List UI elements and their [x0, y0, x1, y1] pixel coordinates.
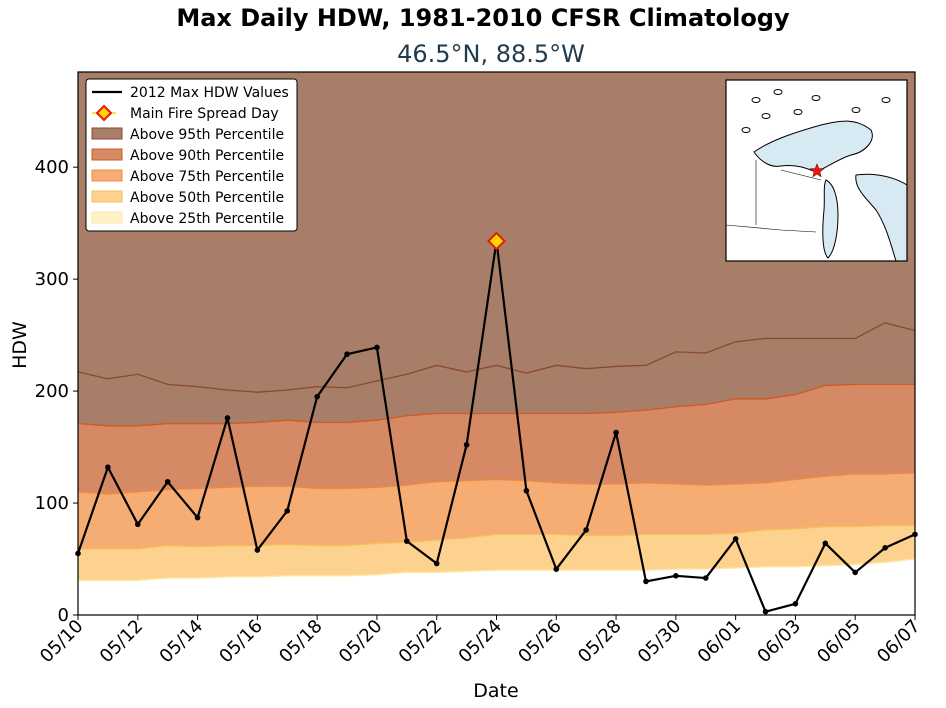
- series-point-06-02: [762, 608, 769, 615]
- inset-state-border: [726, 224, 817, 233]
- legend-swatch-above-75th-percentile: [91, 169, 123, 182]
- series-point-05-27: [583, 527, 589, 533]
- x-tick-label-05-26: 05/26: [514, 616, 566, 668]
- band-above-25th-percentile-edge: [78, 558, 916, 581]
- series-point-05-17: [284, 508, 291, 514]
- series-point-05-13: [164, 478, 171, 485]
- series-point-05-28: [613, 429, 619, 436]
- series-point-06-03: [792, 601, 799, 607]
- x-tick-label-05-18: 05/18: [275, 616, 327, 668]
- series-point-05-26: [553, 566, 560, 572]
- legend-label-above-95th-percentile: Above 95th Percentile: [130, 127, 284, 143]
- inset-map-content: [726, 80, 907, 261]
- y-tick-label-0: 0: [58, 605, 69, 626]
- legend-label-above-50th-percentile: Above 50th Percentile: [130, 190, 284, 206]
- inset-frame: [725, 79, 908, 262]
- y-tick-label-400: 400: [35, 157, 69, 178]
- series-point-05-21: [404, 538, 410, 544]
- inset-small-lake-1: [773, 89, 783, 95]
- series-point-06-01: [732, 536, 739, 542]
- inset-lake-michigan: [822, 179, 839, 259]
- x-axis-label: Date: [473, 680, 518, 702]
- x-tick-label-06-01: 06/01: [694, 616, 746, 668]
- series-point-05-22: [433, 560, 440, 567]
- legend-swatch-main-fire-spread-day: [95, 104, 113, 122]
- fire-spread-marker: [487, 231, 506, 251]
- legend-label-above-75th-percentile: Above 75th Percentile: [130, 169, 284, 185]
- inset-border-up: [780, 169, 822, 181]
- series-point-05-25: [523, 487, 530, 494]
- inset-map: [725, 79, 908, 262]
- band-above-90th-percentile-edge: [77, 383, 915, 427]
- series-point-05-20: [374, 344, 380, 351]
- inset-small-lake-3: [811, 95, 821, 101]
- series-point-06-04: [822, 540, 829, 547]
- x-tick-label-05-14: 05/14: [156, 616, 208, 668]
- series-point-05-14: [194, 514, 201, 521]
- legend-label-2012-max-hdw-values: 2012 Max HDW Values: [130, 85, 289, 101]
- inset-small-lake-7: [793, 109, 803, 115]
- series-point-05-31: [702, 575, 709, 581]
- legend-label-main-fire-spread-day: Main Fire Spread Day: [130, 106, 279, 122]
- legend-label-above-25th-percentile: Above 25th Percentile: [130, 211, 284, 227]
- y-tick-label-100: 100: [35, 493, 69, 514]
- x-tick-label-05-12: 05/12: [96, 616, 148, 668]
- x-tick-label-05-28: 05/28: [574, 616, 626, 668]
- series-point-06-06: [882, 545, 888, 551]
- inset-small-lake-6: [741, 127, 751, 133]
- chart-subtitle: 46.5°N, 88.5°W: [397, 40, 585, 68]
- inset-location-star: [809, 163, 825, 178]
- series-point-05-15: [224, 415, 231, 421]
- x-tick-label-05-24: 05/24: [455, 616, 507, 668]
- below-25th-fill: [78, 559, 915, 615]
- inset-small-lake-2: [761, 113, 771, 119]
- series-point-05-29: [643, 578, 649, 585]
- inset-lake-huron: [855, 173, 907, 261]
- inset-small-lake-5: [881, 97, 891, 103]
- series-point-05-30: [673, 573, 679, 579]
- inset-small-lake-4: [851, 107, 861, 113]
- legend-label-above-90th-percentile: Above 90th Percentile: [130, 148, 284, 164]
- x-tick-label-05-30: 05/30: [634, 616, 686, 668]
- x-tick-label-05-20: 05/20: [335, 616, 387, 668]
- legend: 2012 Max HDW Values Main Fire Spread Day A…: [85, 78, 298, 232]
- inset-small-lake-0: [751, 97, 761, 103]
- series-point-05-19: [344, 351, 350, 357]
- y-tick-label-300: 300: [35, 269, 69, 290]
- band-above-75th-percentile-edge: [77, 472, 916, 495]
- x-tick-label-06-07: 06/07: [873, 616, 925, 668]
- x-tick-label-06-05: 06/05: [813, 616, 865, 668]
- series-point-05-16: [254, 547, 261, 553]
- x-tick-label-05-16: 05/16: [215, 616, 267, 668]
- series-point-05-12: [134, 521, 141, 528]
- y-tick-label-200: 200: [35, 381, 69, 402]
- series-point-05-11: [105, 464, 111, 471]
- x-tick-label-05-22: 05/22: [395, 616, 447, 668]
- legend-box: [85, 78, 298, 232]
- legend-swatch-above-50th-percentile: [91, 190, 123, 203]
- series-point-06-05: [852, 569, 859, 576]
- x-tick-label-06-03: 06/03: [753, 616, 805, 668]
- series-point-05-23: [463, 442, 470, 448]
- series-point-05-18: [314, 393, 320, 400]
- chart-title: Max Daily HDW, 1981-2010 CFSR Climatolog…: [176, 4, 790, 32]
- band-above-95th-percentile-edge: [77, 322, 916, 393]
- legend-swatch-above-90th-percentile: [91, 148, 123, 161]
- legend-swatch-above-95th-percentile: [91, 127, 123, 140]
- band-above-50th-percentile-edge: [78, 524, 915, 550]
- inset-lake-superior: [753, 120, 873, 173]
- y-axis-label: HDW: [9, 321, 31, 369]
- legend-swatch-above-25th-percentile: [91, 211, 123, 224]
